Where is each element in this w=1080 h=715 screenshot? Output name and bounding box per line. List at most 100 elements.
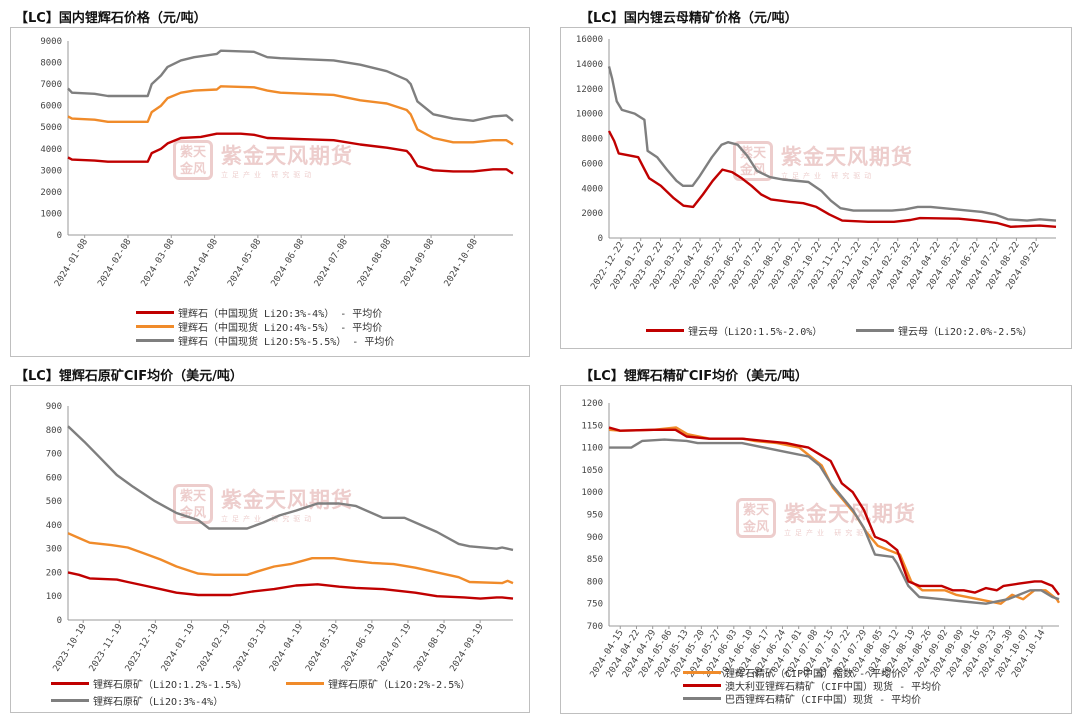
x-tick-label: 2024-05-08 xyxy=(226,237,263,288)
x-tick-label: 2023-10-19 xyxy=(52,622,89,673)
y-tick-label: 6000 xyxy=(581,159,603,169)
y-tick-label: 2000 xyxy=(581,209,603,219)
legend-swatch xyxy=(136,311,174,314)
y-tick-label: 800 xyxy=(587,577,603,587)
y-tick-label: 8000 xyxy=(581,135,603,145)
y-tick-label: 750 xyxy=(587,600,603,610)
y-tick-label: 1200 xyxy=(581,399,603,409)
y-tick-label: 900 xyxy=(587,533,603,543)
chart-title: 【LC】锂辉石精矿CIF均价（美元/吨） xyxy=(580,369,808,384)
x-tick-label: 2024-10-08 xyxy=(443,237,480,288)
y-tick-label: 0 xyxy=(57,616,62,626)
series-line-2 xyxy=(608,426,1060,596)
y-tick-label: 1100 xyxy=(581,444,603,454)
chart-frame: 紫天 金风 紫金天风期货 立足产业 研究驱动 0 2000 4000 6000 8000 10… xyxy=(560,27,1072,349)
legend-label: 巴西锂辉石精矿（CIF中国）现货 - 平均价 xyxy=(725,695,922,706)
y-tick-label: 5000 xyxy=(40,123,62,133)
series-line-1 xyxy=(608,426,1061,605)
y-tick-label: 1150 xyxy=(581,421,603,431)
y-tick-label: 600 xyxy=(46,473,62,483)
legend-item: 锂辉石精矿（CIF中国）指数 - 平均价 xyxy=(683,665,901,680)
y-tick-label: 100 xyxy=(46,592,62,602)
y-tick-label: 16000 xyxy=(576,35,603,45)
legend-label: 锂辉石（中国现货 Li2O:4%-5%） - 平均价 xyxy=(178,323,383,334)
y-tick-label: 2000 xyxy=(40,188,62,198)
chart-title: 【LC】锂辉石原矿CIF均价（美元/吨） xyxy=(15,369,243,384)
legend-swatch xyxy=(683,684,721,687)
x-tick-label: 2024-04-08 xyxy=(183,237,220,288)
x-tick-label: 2024-03-19 xyxy=(232,622,269,673)
series-line-1 xyxy=(67,571,514,600)
x-tick-label: 2024-07-08 xyxy=(313,237,350,288)
x-tick-label: 2024-08-08 xyxy=(356,237,393,288)
x-tick-label: 2024-07-19 xyxy=(376,622,413,673)
legend-label: 锂云母（Li2O:1.5%-2.0%） xyxy=(688,327,823,338)
x-tick-label: 2024-03-08 xyxy=(140,237,177,288)
legend-swatch xyxy=(683,671,721,674)
series-line-2 xyxy=(67,532,514,585)
chart-plot: 0200040006000800010000120001400016000202… xyxy=(576,35,1057,292)
chart-panel-4: 【LC】锂辉石精矿CIF均价（美元/吨） 紫天 金风 紫金天风期货 立足产业 研究驱… xyxy=(540,358,1080,715)
legend-label: 锂辉石原矿（Li2O:2%-2.5%） xyxy=(328,680,471,691)
x-tick-label: 2024-06-19 xyxy=(340,622,377,673)
legend-item: 锂辉石（中国现货 Li2O:3%-4%） - 平均价 xyxy=(136,305,382,320)
x-tick-label: 2024-06-08 xyxy=(270,237,307,288)
legend-swatch xyxy=(136,325,174,328)
y-tick-label: 0 xyxy=(598,234,603,244)
chart-frame: 紫天 金风 紫金天风期货 立足产业 研究驱动 0 100 200 300 400 500 600… xyxy=(10,385,530,713)
legend-item: 澳大利亚锂辉石精矿（CIF中国）现货 - 平均价 xyxy=(683,678,941,693)
y-tick-label: 1000 xyxy=(40,209,62,219)
y-tick-label: 1000 xyxy=(581,488,603,498)
series-line-1 xyxy=(607,130,1057,229)
x-tick-label: 2024-01-19 xyxy=(160,622,197,673)
x-tick-label: 2024-02-08 xyxy=(96,237,133,288)
series-line-2 xyxy=(607,66,1057,222)
legend-label: 锂辉石精矿（CIF中国）指数 - 平均价 xyxy=(725,669,902,680)
y-tick-label: 10000 xyxy=(576,110,603,120)
x-tick-label: 2023-11-19 xyxy=(88,622,125,673)
y-tick-label: 700 xyxy=(587,622,603,632)
series-line-3 xyxy=(67,49,514,123)
series-line-3 xyxy=(67,425,514,552)
y-tick-label: 4000 xyxy=(581,184,603,194)
y-tick-label: 500 xyxy=(46,497,62,507)
legend-label: 锂辉石（中国现货 Li2O:5%-5.5%） - 平均价 xyxy=(178,337,395,348)
x-tick-label: 2024-04-19 xyxy=(268,622,305,673)
legend-item: 锂云母（Li2O:2.0%-2.5%） xyxy=(856,323,1032,338)
y-tick-label: 9000 xyxy=(40,37,62,47)
legend-swatch xyxy=(286,682,324,685)
x-tick-label: 2024-01-08 xyxy=(53,237,90,288)
y-tick-label: 14000 xyxy=(576,60,603,70)
legend-swatch xyxy=(683,697,721,700)
y-tick-label: 950 xyxy=(587,511,603,521)
legend-label: 锂辉石（中国现货 Li2O:3%-4%） - 平均价 xyxy=(178,309,383,320)
y-tick-label: 7000 xyxy=(40,80,62,90)
y-tick-label: 300 xyxy=(46,545,62,555)
legend-item: 巴西锂辉石精矿（CIF中国）现货 - 平均价 xyxy=(683,691,921,706)
x-tick-label: 2024-09-19 xyxy=(448,622,485,673)
y-tick-label: 12000 xyxy=(576,85,603,95)
legend-item: 锂辉石（中国现货 Li2O:5%-5.5%） - 平均价 xyxy=(136,333,394,348)
legend-item: 锂辉石原矿（Li2O:1.2%-1.5%） xyxy=(51,676,247,691)
legend-item: 锂云母（Li2O:1.5%-2.0%） xyxy=(646,323,822,338)
legend-swatch xyxy=(856,329,894,332)
x-tick-label: 2024-08-19 xyxy=(412,622,449,673)
x-tick-label: 2023-12-19 xyxy=(124,622,161,673)
chart-frame: 紫天 金风 紫金天风期货 立足产业 研究驱动 700 750 800 850 900 950 1… xyxy=(560,385,1072,714)
legend-swatch xyxy=(646,329,684,332)
chart-plot: 01002003004005006007008009002023-10-1920… xyxy=(46,402,514,674)
y-tick-label: 900 xyxy=(46,402,62,412)
legend-swatch xyxy=(51,682,89,685)
chart-title: 【LC】国内锂云母精矿价格（元/吨） xyxy=(580,11,798,26)
x-tick-label: 2024-05-19 xyxy=(304,622,341,673)
legend-label: 锂辉石原矿（Li2O:1.2%-1.5%） xyxy=(93,680,248,691)
legend-swatch xyxy=(136,339,174,342)
legend-swatch xyxy=(51,699,89,702)
y-tick-label: 200 xyxy=(46,568,62,578)
chart-plot: 0 1000 2000 3000 4000 5000 6000 7000 8000 9000 202… xyxy=(40,37,514,289)
y-tick-label: 400 xyxy=(46,521,62,531)
y-tick-label: 8000 xyxy=(40,59,62,69)
y-tick-label: 800 xyxy=(46,426,62,436)
legend-item: 锂辉石原矿（Li2O:2%-2.5%） xyxy=(286,676,470,691)
